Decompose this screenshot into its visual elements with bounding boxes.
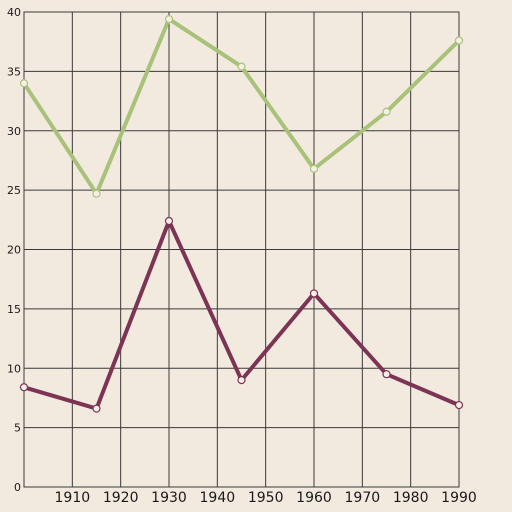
x-tick-label: 1950	[248, 490, 284, 506]
x-tick-label: 1990	[441, 490, 477, 506]
series-1-point	[164, 15, 174, 24]
chart-grid	[23, 11, 460, 488]
y-tick-label: 15	[7, 303, 21, 316]
x-tick-label: 1920	[103, 490, 139, 506]
y-tick-label: 10	[7, 362, 21, 375]
chart-series	[19, 15, 464, 413]
series-2-point	[309, 289, 319, 298]
series-2-point	[19, 383, 29, 392]
series-2-point	[454, 400, 464, 410]
y-tick-label: 25	[7, 184, 21, 197]
series-2-point	[164, 216, 174, 226]
y-tick-label: 40	[7, 6, 21, 19]
series-2-point	[382, 370, 391, 379]
series-1-point	[309, 164, 319, 173]
plot-frame	[23, 11, 460, 488]
series-1-point	[454, 36, 464, 45]
y-tick-label: 5	[14, 422, 21, 435]
y-tick-label: 20	[7, 244, 21, 257]
series-2-point	[92, 404, 101, 413]
series-line-1	[22, 17, 461, 196]
y-tick-label: 30	[7, 125, 21, 138]
x-tick-label: 1930	[151, 490, 187, 506]
x-tick-label: 1980	[393, 490, 429, 506]
series-1-point	[382, 107, 391, 116]
series-1-point	[92, 189, 101, 198]
series-1-point	[237, 62, 246, 71]
x-tick-label: 1970	[345, 490, 381, 506]
series-2-point	[237, 376, 246, 385]
chart-tick-labels: 0 5 10 15 20 25 30 35 40 1910 1920 1930 1940 1950 1960…	[7, 6, 477, 506]
x-tick-label: 1940	[200, 490, 236, 506]
x-tick-label: 1960	[296, 490, 332, 506]
y-tick-label: 0	[14, 481, 21, 494]
y-tick-label: 35	[7, 65, 21, 78]
series-1-point	[19, 79, 29, 88]
x-tick-label: 1910	[55, 490, 91, 506]
